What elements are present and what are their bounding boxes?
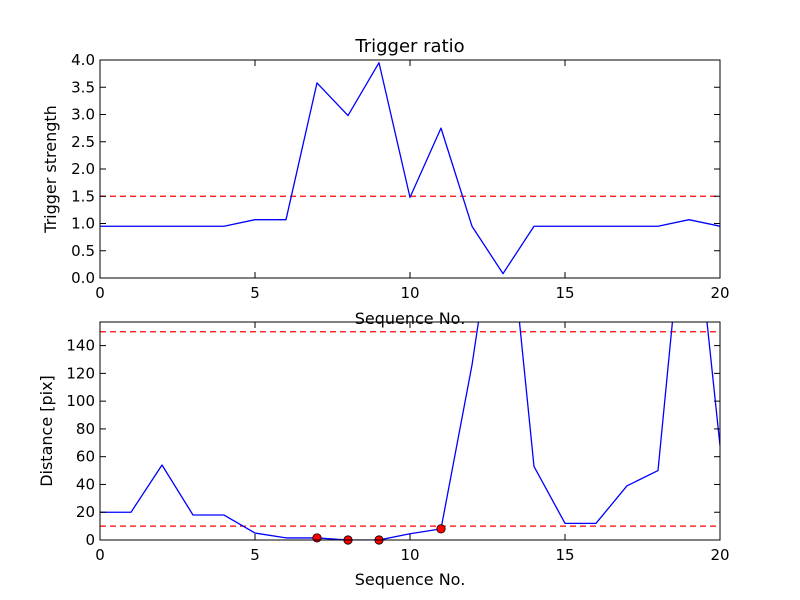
trigger-ratio-chart: 0 5 10 15 20 0.0 0.5 1.0 1.5 2.0 2.5 3.0 3.5 4.0 Trigg… [41, 36, 730, 328]
y-tick-label: 1.0 [71, 215, 95, 233]
y-tick-label: 140 [66, 337, 95, 355]
series-line-0 [100, 322, 720, 540]
axes-frame [99, 59, 721, 279]
y-tick-label: 4.0 [71, 51, 95, 69]
y-tick-label: 3.0 [71, 106, 95, 124]
y-tick-label: 100 [66, 392, 95, 410]
highlight-point-0 [312, 533, 322, 543]
x-axis-label: Sequence No. [355, 309, 466, 328]
y-tick-label: 3.5 [71, 78, 95, 96]
y-axis-label: Trigger strength [41, 105, 60, 234]
y-tick-label: 1.5 [71, 187, 95, 205]
plot-area [100, 62, 720, 275]
x-tick-label: 20 [710, 546, 729, 564]
series-line-0 [100, 62, 720, 275]
x-axis-label: Sequence No. [355, 570, 466, 589]
chart-title: Trigger ratio [354, 36, 464, 57]
y-tick-label: 0.5 [71, 242, 95, 260]
y-axis-label: Distance [pix] [37, 375, 56, 487]
y-tick-label: 2.5 [71, 133, 95, 151]
y-tick-label: 120 [66, 364, 95, 382]
x-tick-label: 5 [250, 284, 260, 302]
x-tick-label: 10 [400, 284, 419, 302]
x-tick-label: 5 [250, 546, 260, 564]
plot-area [100, 322, 720, 540]
axes-frame [99, 321, 721, 541]
y-tick-label: 0.0 [71, 269, 95, 287]
y-tick-label: 40 [76, 475, 95, 493]
x-tick-label: 15 [555, 284, 574, 302]
x-tick-label: 0 [95, 546, 105, 564]
x-tick-label: 0 [95, 284, 105, 302]
y-tick-label: 20 [76, 503, 95, 521]
distance-chart: 0 5 10 15 20 0 20 40 60 80 100 120 140 Sequence No. Di… [37, 321, 730, 589]
x-tick-label: 20 [710, 284, 729, 302]
highlight-point-3 [436, 524, 446, 534]
y-tick-label: 60 [76, 448, 95, 466]
y-tick-label: 80 [76, 420, 95, 438]
x-tick-label: 10 [400, 546, 419, 564]
x-tick-label: 15 [555, 546, 574, 564]
y-tick-label: 0 [85, 531, 95, 549]
y-tick-label: 2.0 [71, 160, 95, 178]
